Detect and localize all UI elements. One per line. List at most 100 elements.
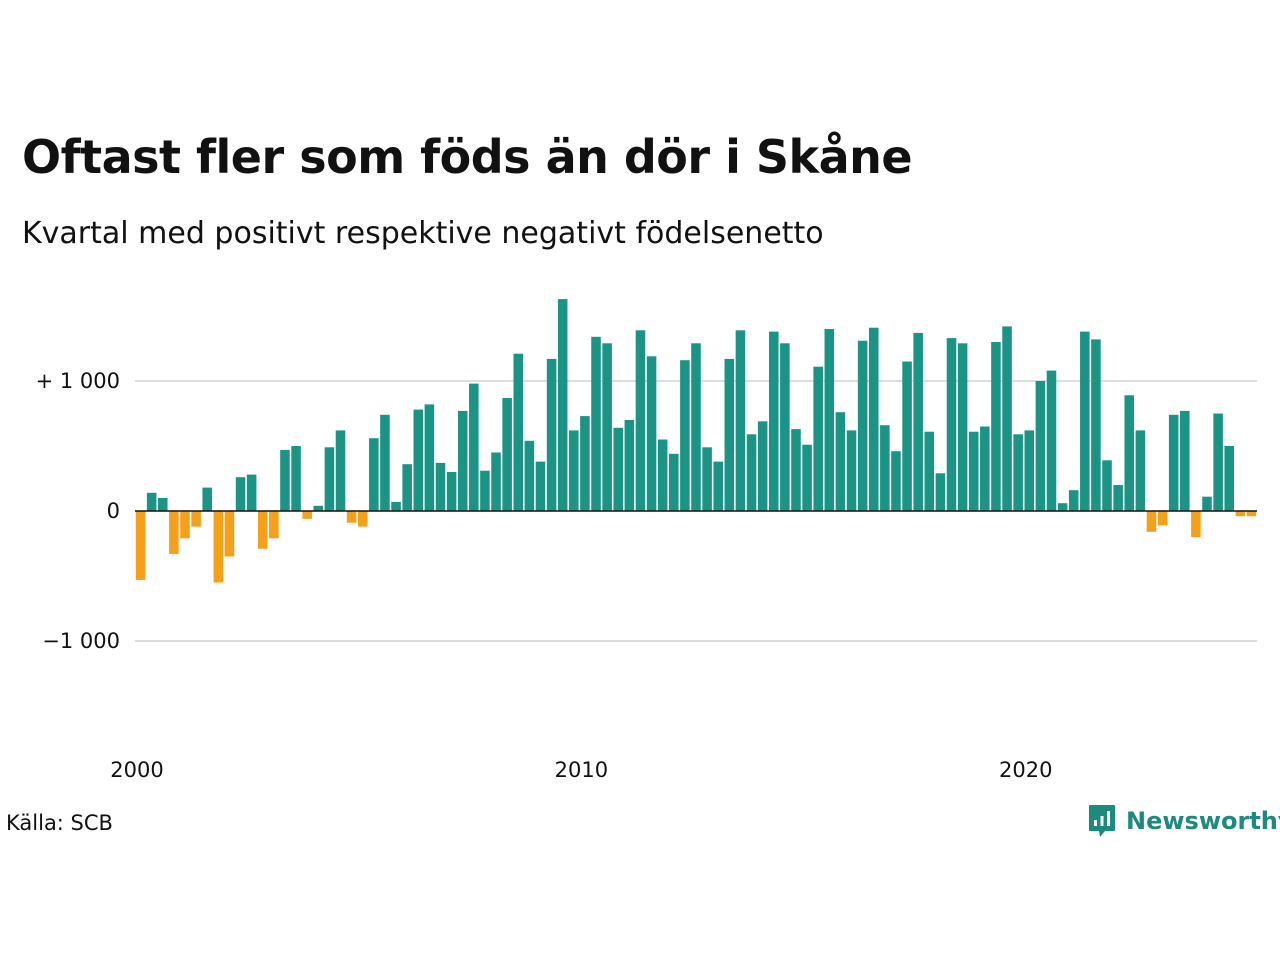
bar-2012-k1 bbox=[669, 453, 679, 511]
bar-2012-k3 bbox=[691, 343, 701, 511]
bar-2004-k4 bbox=[346, 511, 357, 523]
bar-2025-k1 bbox=[1246, 511, 1257, 517]
bar-2023-k4 bbox=[1191, 511, 1201, 537]
bar-2019-k4 bbox=[1013, 434, 1023, 511]
x-tick-label: 2020 bbox=[999, 758, 1052, 782]
bar-2015-k3 bbox=[824, 329, 835, 511]
bar-2018-k1 bbox=[935, 473, 946, 511]
y-tick-label: + 1 000 bbox=[36, 369, 120, 393]
bar-2009-k3 bbox=[557, 299, 568, 511]
bar-2023-k3 bbox=[1180, 410, 1190, 511]
bar-2005-k1 bbox=[357, 511, 368, 527]
bar-2023-k2 bbox=[1168, 414, 1179, 511]
bar-2005-k4 bbox=[391, 501, 401, 511]
bar-2016-k2 bbox=[857, 340, 868, 511]
bar-2016-k4 bbox=[880, 425, 890, 511]
bar-2020-k4 bbox=[1057, 503, 1068, 511]
bar-2009-k2 bbox=[546, 358, 557, 511]
bar-2009-k1 bbox=[535, 461, 546, 511]
bar-2013-k4 bbox=[746, 434, 757, 511]
bar-2012-k4 bbox=[702, 447, 712, 511]
bar-2017-k3 bbox=[913, 332, 923, 511]
bar-2000-k1 bbox=[135, 511, 146, 580]
bar-2024-k4 bbox=[1235, 511, 1246, 517]
bar-2006-k2 bbox=[413, 409, 424, 511]
bar-2016-k3 bbox=[868, 327, 879, 511]
bar-2006-k4 bbox=[435, 462, 446, 511]
bar-2010-k2 bbox=[591, 336, 601, 511]
bar-2004-k1 bbox=[313, 505, 324, 511]
bar-2013-k2 bbox=[724, 358, 735, 511]
bar-2018-k3 bbox=[957, 343, 968, 511]
bar-2014-k1 bbox=[757, 421, 768, 511]
bar-2020-k1 bbox=[1024, 430, 1035, 511]
bar-2024-k1 bbox=[1202, 496, 1212, 511]
bar-2015-k1 bbox=[802, 444, 812, 511]
brand-name: Newsworthy bbox=[1126, 807, 1280, 835]
bar-2004-k2 bbox=[324, 447, 335, 511]
bar-2003-k1 bbox=[269, 511, 279, 539]
bar-2008-k2 bbox=[502, 397, 512, 511]
chart-title: Oftast fler som föds än dör i Skåne bbox=[22, 130, 913, 184]
bar-2017-k1 bbox=[891, 451, 901, 511]
bars bbox=[135, 299, 1257, 583]
bar-2011-k3 bbox=[646, 356, 657, 511]
bar-2011-k1 bbox=[624, 420, 635, 511]
bar-2007-k3 bbox=[469, 383, 479, 511]
bar-2011-k4 bbox=[657, 439, 668, 511]
bar-2000-k3 bbox=[158, 498, 168, 511]
chart-subtitle: Kvartal med positivt respektive negativt… bbox=[22, 216, 824, 251]
y-tick-label: 0 bbox=[107, 499, 120, 523]
bar-2000-k4 bbox=[169, 511, 179, 554]
bar-2021-k4 bbox=[1102, 460, 1112, 511]
bar-2004-k3 bbox=[335, 430, 346, 511]
brand-logo: Newsworthy bbox=[1088, 804, 1280, 838]
bar-2018-k4 bbox=[968, 431, 979, 511]
bar-2021-k1 bbox=[1068, 490, 1079, 511]
bar-2024-k2 bbox=[1213, 413, 1223, 511]
bar-2019-k2 bbox=[991, 342, 1001, 511]
bar-2001-k1 bbox=[180, 511, 190, 539]
bar-2019-k3 bbox=[1002, 326, 1012, 511]
bar-2002-k1 bbox=[224, 511, 235, 557]
bar-2008-k4 bbox=[524, 440, 535, 511]
bar-2022-k3 bbox=[1135, 430, 1146, 511]
bar-2010-k4 bbox=[613, 427, 624, 511]
bar-2006-k3 bbox=[424, 404, 435, 511]
bar-2002-k2 bbox=[235, 477, 246, 511]
bar-2003-k3 bbox=[291, 446, 301, 511]
bar-2019-k1 bbox=[980, 426, 990, 511]
bar-2014-k4 bbox=[791, 429, 801, 511]
chart-bubble-icon bbox=[1089, 805, 1115, 837]
bar-2009-k4 bbox=[569, 430, 579, 511]
bar-2001-k3 bbox=[202, 487, 212, 511]
bar-2008-k3 bbox=[513, 353, 524, 511]
bar-2015-k2 bbox=[813, 366, 823, 511]
bar-2003-k2 bbox=[280, 449, 290, 511]
bar-2007-k1 bbox=[446, 472, 457, 511]
bar-2020-k2 bbox=[1035, 381, 1046, 511]
bar-2005-k2 bbox=[369, 438, 379, 511]
x-tick-label: 2000 bbox=[110, 758, 163, 782]
bar-2000-k2 bbox=[146, 492, 157, 511]
bar-2017-k4 bbox=[924, 431, 935, 511]
y-tick-label: −1 000 bbox=[42, 629, 120, 653]
bar-2013-k3 bbox=[735, 330, 746, 511]
bar-2001-k2 bbox=[191, 511, 201, 527]
bar-2008-k1 bbox=[491, 452, 501, 511]
bar-2002-k3 bbox=[246, 474, 257, 511]
bar-2012-k2 bbox=[680, 360, 690, 511]
bar-2022-k2 bbox=[1124, 395, 1135, 511]
x-tick-label: 2010 bbox=[555, 758, 608, 782]
bar-2010-k1 bbox=[580, 416, 590, 511]
bar-2007-k4 bbox=[480, 470, 490, 511]
bar-2014-k2 bbox=[768, 331, 779, 511]
bar-2003-k4 bbox=[302, 511, 312, 519]
bar-2010-k3 bbox=[602, 343, 612, 511]
bar-2021-k3 bbox=[1091, 339, 1101, 511]
bar-2007-k2 bbox=[457, 410, 468, 511]
bar-2021-k2 bbox=[1080, 331, 1090, 511]
bar-2014-k3 bbox=[780, 343, 790, 511]
bar-2023-k1 bbox=[1157, 511, 1168, 526]
